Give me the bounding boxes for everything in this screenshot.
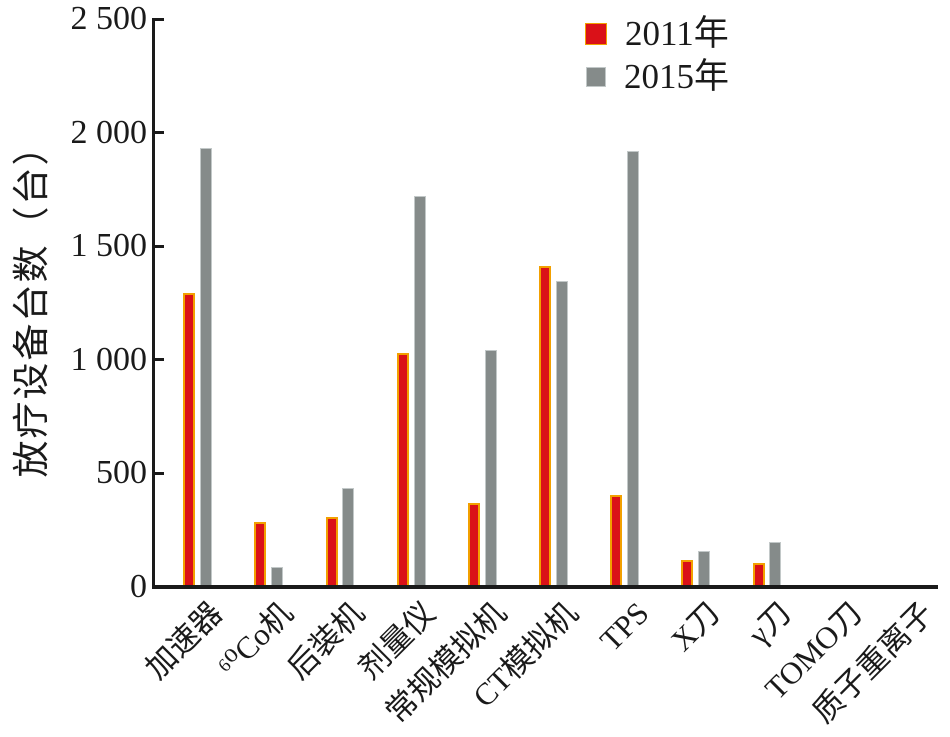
legend-item-2011: 2011年 (585, 12, 729, 55)
x-axis-label-X刀: X刀 (664, 595, 727, 658)
x-axis-label-加速器: 加速器 (138, 595, 229, 686)
y-axis-tick (155, 471, 164, 475)
legend-label-2011: 2011年 (625, 14, 729, 53)
bar-2011年-γ刀 (752, 563, 765, 587)
bar-2011年-TPS (610, 495, 623, 587)
y-axis-line (152, 18, 155, 589)
x-axis-label-后装机: 后装机 (280, 595, 371, 686)
bar-2015年-⁶⁰Co机 (271, 567, 284, 587)
legend: 2011年 2015年 (585, 12, 729, 98)
bar-2015年-后装机 (342, 488, 355, 587)
y-axis-title-text: 放疗设备台数（台） (12, 126, 53, 478)
bar-2015年-剂量仪 (413, 196, 426, 587)
bar-2015年-CT模拟机 (555, 281, 568, 587)
bar-2015年-X刀 (698, 551, 711, 587)
legend-swatch-2015 (586, 66, 606, 87)
bar-2011年-X刀 (681, 560, 694, 587)
legend-label-2015: 2015年 (624, 57, 730, 96)
bar-2011年-后装机 (325, 517, 338, 587)
x-axis-label-γ刀: γ刀 (741, 595, 798, 652)
y-axis-tick (155, 17, 164, 21)
bar-2011年-常规模拟机 (467, 503, 480, 587)
bar-2015年-常规模拟机 (484, 350, 497, 587)
bar-2011年-剂量仪 (396, 353, 409, 587)
bar-2011年-加速器 (183, 293, 196, 587)
legend-item-2015: 2015年 (585, 55, 729, 98)
bar-2015年-TPS (627, 151, 639, 587)
x-axis-label-⁶⁰Co机: ⁶⁰Co机 (211, 595, 300, 684)
y-axis-tick-label: 1 500 (70, 227, 148, 265)
bar-2015年-加速器 (200, 148, 213, 587)
y-axis-tick-label: 1 000 (70, 340, 148, 378)
y-axis-tick-label: 0 (130, 568, 147, 605)
bar-2011年-CT模拟机 (539, 266, 551, 587)
y-axis-tick (155, 131, 164, 135)
bar-2015年-γ刀 (769, 542, 782, 587)
y-axis-tick-label: 2 000 (70, 113, 148, 151)
legend-swatch-2011 (585, 22, 607, 45)
y-axis-tick (155, 358, 164, 362)
y-axis-tick (155, 244, 164, 248)
y-axis-tick-label: 500 (96, 454, 147, 492)
y-axis-tick-label: 2 500 (70, 0, 148, 37)
bar-2011年-⁶⁰Co机 (254, 522, 267, 587)
x-axis-line (152, 585, 938, 589)
x-axis-label-TPS: TPS (592, 595, 656, 658)
